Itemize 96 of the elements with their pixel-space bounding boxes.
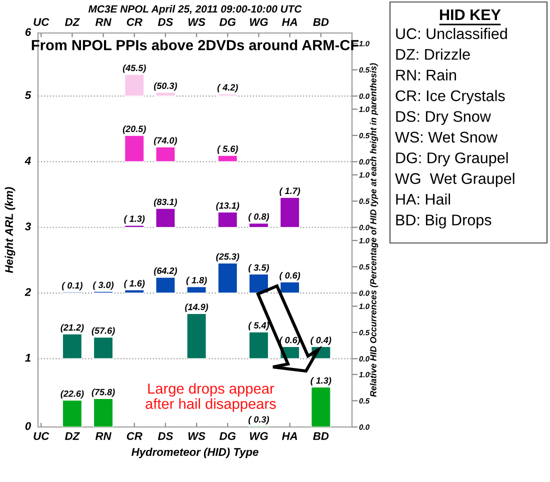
bar xyxy=(248,331,269,360)
annotation: Large drops appear after hail disappears xyxy=(146,383,276,412)
annotation: (64.2) xyxy=(154,267,177,276)
x-tick-label: DZ xyxy=(64,18,80,26)
bar xyxy=(93,336,114,360)
bar xyxy=(124,74,144,96)
x-tick-label: DS xyxy=(158,18,174,26)
x-tick-label: WG xyxy=(250,432,268,440)
text: WS: Wet Snow xyxy=(395,132,498,143)
bar xyxy=(218,262,238,294)
bar xyxy=(310,386,331,427)
x-tick-label: RN xyxy=(95,18,112,26)
annotation: ( 1.3) xyxy=(124,215,145,224)
text: CR: Ice Crystals xyxy=(396,90,505,104)
text: BD: Big Drops xyxy=(396,214,492,228)
annotation: ( 3.0) xyxy=(93,281,114,290)
annotation: (74.0) xyxy=(154,137,177,146)
annotation: ( 3.5) xyxy=(248,264,270,273)
x-tick-label: CR xyxy=(126,18,142,26)
bar xyxy=(280,282,300,294)
chart-subtitle: From NPOL PPIs above 2DVDs around ARM-CF xyxy=(32,40,359,50)
x-tick-label: WS xyxy=(188,432,206,440)
x-tick-label: BD xyxy=(313,432,329,440)
x-tick-label: WG xyxy=(250,18,268,26)
annotation: (57.6) xyxy=(92,327,115,336)
text: DZ: Drizzle xyxy=(396,48,470,60)
bar xyxy=(218,212,238,228)
annotation: (22.6) xyxy=(60,390,84,399)
text: 2 xyxy=(24,288,31,296)
bar xyxy=(218,154,238,162)
annotation: ( 0.1) xyxy=(62,282,82,290)
bar xyxy=(155,208,176,228)
text: 3 xyxy=(24,222,31,230)
x-tick-label: UC xyxy=(34,432,50,440)
annotation: ( 5.6) xyxy=(217,145,238,154)
bar xyxy=(280,197,300,228)
annotation: (83.1) xyxy=(154,198,177,207)
y-axis-title: Height ARL (km) xyxy=(4,187,16,274)
x-tick-label: DS xyxy=(158,432,174,440)
annotation: (14.9) xyxy=(185,304,208,312)
text: WG Wet Graupel xyxy=(395,172,514,188)
bar xyxy=(155,276,176,294)
text: HA: Hail xyxy=(396,193,450,205)
x-tick-label: DZ xyxy=(64,432,80,440)
annotation: (75.8) xyxy=(92,388,115,398)
annotation: (21.2) xyxy=(60,324,84,332)
text: 0 xyxy=(25,422,31,430)
bar xyxy=(124,289,144,294)
bar xyxy=(218,94,238,96)
bar xyxy=(155,92,176,96)
bar xyxy=(62,334,82,360)
x-tick-label: CR xyxy=(126,432,142,440)
x-tick-label: BD xyxy=(313,18,329,26)
bar xyxy=(155,146,176,162)
annotation: ( 1.6) xyxy=(124,280,145,288)
annotation: ( 0.4) xyxy=(310,336,332,346)
x-axis-title: Hydrometeor (HID) Type xyxy=(132,448,258,458)
text: RN: Rain xyxy=(396,69,456,80)
bar xyxy=(186,286,207,294)
x-tick-label: DG xyxy=(220,18,236,26)
annotation: ( 1.8) xyxy=(186,276,207,286)
annotation: ( 1.7) xyxy=(280,187,300,196)
annotation: (13.1) xyxy=(216,202,240,211)
bar xyxy=(186,313,207,360)
annotation: ( 1.3) xyxy=(310,377,332,386)
text: DS: Dry Snow xyxy=(396,111,491,125)
x-tick-label: WS xyxy=(188,18,206,26)
annotation: (20.5) xyxy=(122,125,146,134)
bar xyxy=(62,400,82,427)
chart-title: MC3E NPOL April 25, 2011 09:00-10:00 UTC xyxy=(88,5,302,15)
annotation: ( 0.8) xyxy=(248,213,270,222)
annotation: ( 5.4) xyxy=(248,322,270,330)
text: 4 xyxy=(24,156,31,165)
x-tick-label: UC xyxy=(34,18,50,26)
bar xyxy=(248,274,269,294)
annotation: ( 0.3) xyxy=(248,416,270,424)
annotation: (50.3) xyxy=(154,82,177,91)
text: 1 xyxy=(25,354,30,362)
x-tick-label: HA xyxy=(282,18,298,26)
y2-axis-title: Relative HID Occurrences (Percentage of HID type at each height in parenthesis) xyxy=(370,63,378,397)
text: UC: Unclassified xyxy=(396,28,507,40)
annotation: (45.5) xyxy=(122,64,146,73)
text: 6 xyxy=(25,28,32,36)
text: DG: Dry Graupel xyxy=(396,152,508,166)
bar xyxy=(93,398,114,427)
x-tick-label: RN xyxy=(95,432,112,440)
annotation: ( 4.2) xyxy=(217,84,238,92)
bar xyxy=(248,222,269,228)
annotation: (25.3) xyxy=(216,253,240,262)
x-tick-label: DG xyxy=(220,432,236,440)
annotation: ( 0.6) xyxy=(280,272,300,280)
bar xyxy=(124,135,144,162)
text: HID KEY xyxy=(440,9,501,20)
text: 5 xyxy=(25,91,32,100)
bar xyxy=(124,224,144,228)
x-tick-label: HA xyxy=(282,432,298,440)
